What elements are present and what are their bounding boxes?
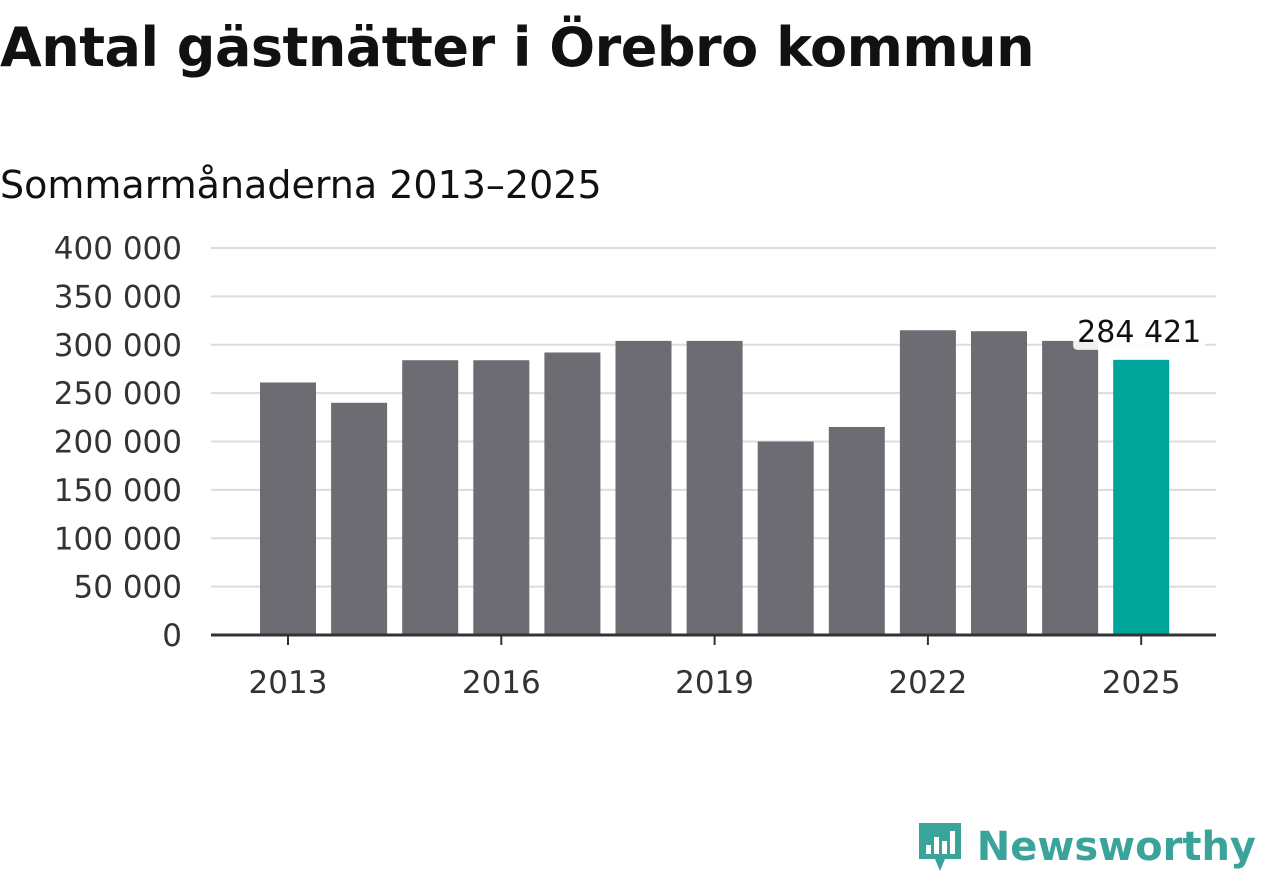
y-tick-label: 100 000 (54, 521, 182, 557)
brand-name: Newsworthy (976, 824, 1256, 870)
bar-2016 (473, 360, 530, 635)
y-tick-label: 300 000 (54, 328, 182, 364)
x-tick-label: 2025 (1102, 665, 1181, 701)
bar-2014 (331, 402, 388, 635)
y-tick-label: 200 000 (54, 425, 182, 461)
bar-2023 (971, 331, 1027, 635)
newsworthy-logo: Newsworthy (915, 819, 1256, 875)
x-tick-label: 2016 (462, 665, 541, 701)
bar-2018 (615, 340, 672, 635)
data-label-background (1073, 311, 1206, 350)
x-tick-label: 2022 (888, 665, 967, 701)
y-tick-label: 0 (162, 618, 182, 654)
x-tick-label: 2019 (675, 665, 754, 701)
bar-2020 (757, 441, 814, 635)
y-tick-label: 50 000 (74, 570, 182, 606)
bar-2022 (899, 330, 956, 635)
bar-2021 (828, 426, 885, 635)
y-tick-label: 150 000 (54, 473, 182, 509)
bar-2024 (1042, 340, 1099, 635)
y-tick-label: 350 000 (54, 279, 182, 315)
bar-2019 (686, 340, 743, 635)
y-tick-label: 250 000 (54, 376, 182, 412)
data-label: 284 421 (1077, 315, 1201, 350)
x-tick-label: 2013 (249, 665, 328, 701)
bar-2017 (544, 352, 601, 635)
newsworthy-chart-icon (918, 823, 961, 871)
y-tick-label: 400 000 (54, 231, 182, 267)
bar-2013 (260, 382, 316, 635)
bar-2015 (402, 360, 459, 635)
bar-2025 (1113, 359, 1170, 635)
chart-title: Antal gästnätter i Örebro kommun (0, 16, 1035, 79)
chart-subtitle: Sommarmånaderna 2013–2025 (0, 163, 602, 207)
